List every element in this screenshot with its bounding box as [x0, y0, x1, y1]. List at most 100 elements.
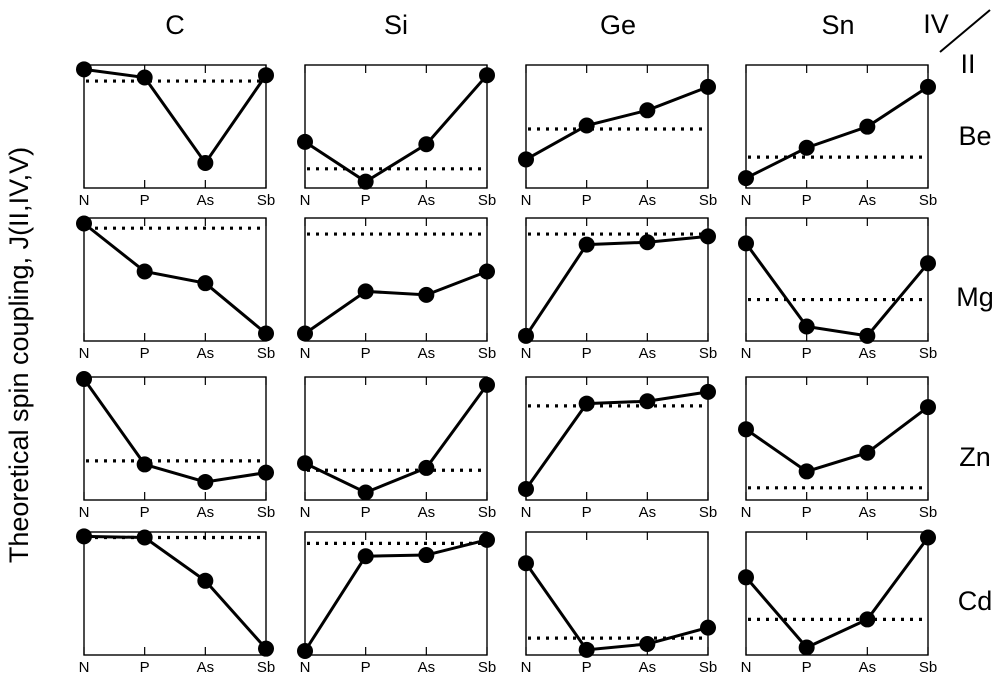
- x-tick-label: As: [639, 659, 657, 676]
- x-tick-label: Sb: [478, 192, 496, 209]
- panel-be-c: N P As Sb: [76, 61, 275, 209]
- x-tick-label: Sb: [919, 659, 937, 676]
- x-tick-label: P: [140, 345, 150, 362]
- row-label-cd: Cd: [958, 586, 993, 616]
- x-tick-label: P: [361, 345, 371, 362]
- data-point-sb: [920, 529, 936, 546]
- data-point-sb: [479, 376, 495, 393]
- panel-be-si: N P As Sb: [297, 64, 496, 209]
- panel-cd-c: N P As Sb: [76, 528, 275, 676]
- panel-frame: [304, 376, 488, 501]
- x-tick-label: N: [79, 192, 90, 209]
- x-tick-label: P: [802, 504, 812, 521]
- x-tick-label: Sb: [699, 504, 717, 521]
- x-tick-label: Sb: [699, 659, 717, 676]
- x-tick-label: P: [582, 345, 592, 362]
- data-point-p: [578, 236, 595, 253]
- panel-mg-ge: N P As Sb: [518, 217, 717, 362]
- data-point-n: [297, 643, 313, 659]
- series-line: [524, 562, 709, 652]
- data-point-as: [418, 547, 435, 564]
- x-tick-label: As: [197, 345, 215, 362]
- data-point-sb: [920, 78, 936, 95]
- x-tick-label: As: [197, 192, 215, 209]
- data-point-p: [578, 641, 595, 658]
- data-point-sb: [700, 228, 716, 245]
- panel-mg-sn: N P As Sb: [738, 217, 937, 362]
- x-tick-label: N: [300, 504, 311, 521]
- column-label-ge: Ge: [600, 10, 636, 40]
- x-tick-label: As: [197, 504, 215, 521]
- data-point-n: [297, 133, 313, 150]
- x-tick-label: N: [741, 192, 752, 209]
- x-tick-label: As: [859, 345, 877, 362]
- data-point-p: [798, 639, 815, 656]
- x-tick-label: N: [521, 504, 532, 521]
- series-line: [745, 405, 929, 474]
- x-tick-label: P: [582, 504, 592, 521]
- series-line: [83, 67, 268, 166]
- data-point-as: [418, 459, 435, 476]
- panel-frame: [745, 376, 929, 501]
- series-line: [525, 85, 709, 161]
- x-tick-label: As: [418, 192, 436, 209]
- data-point-n: [297, 455, 313, 472]
- data-point-n: [518, 555, 534, 572]
- series-line: [82, 378, 267, 484]
- x-tick-label: Sb: [699, 192, 717, 209]
- x-tick-label: P: [361, 659, 371, 676]
- data-point-as: [639, 393, 656, 410]
- data-point-sb: [479, 263, 495, 280]
- series-line: [304, 383, 489, 495]
- x-tick-label: N: [521, 192, 532, 209]
- data-point-n: [738, 235, 754, 252]
- x-tick-label: N: [79, 659, 90, 676]
- panel-frame: [745, 531, 929, 656]
- data-point-p: [136, 456, 153, 473]
- data-point-sb: [258, 67, 274, 84]
- panel-frame: [304, 217, 488, 342]
- x-tick-label: As: [639, 345, 657, 362]
- data-point-p: [798, 139, 815, 156]
- data-point-sb: [479, 531, 495, 548]
- data-point-n: [76, 371, 92, 387]
- x-tick-label: As: [418, 659, 436, 676]
- data-point-p: [357, 283, 374, 300]
- panel-frame: [525, 531, 709, 656]
- x-tick-label: Sb: [257, 659, 275, 676]
- data-point-n: [738, 569, 754, 586]
- x-tick-label: N: [521, 345, 532, 362]
- data-point-n: [518, 480, 534, 497]
- data-point-n: [518, 327, 534, 344]
- column-label-sn: Sn: [821, 10, 854, 40]
- x-tick-label: P: [361, 192, 371, 209]
- data-point-sb: [258, 325, 274, 342]
- data-point-p: [357, 548, 374, 565]
- panel-frame: [525, 217, 709, 342]
- row-label-zn: Zn: [959, 442, 991, 472]
- x-tick-label: As: [859, 504, 877, 521]
- corner-divider-line: [939, 9, 991, 53]
- x-tick-label: P: [140, 659, 150, 676]
- data-point-as: [197, 154, 214, 171]
- x-tick-label: N: [741, 504, 752, 521]
- data-point-sb: [920, 255, 936, 272]
- x-tick-label: N: [79, 504, 90, 521]
- panel-zn-ge: N P As Sb: [518, 376, 717, 521]
- data-point-as: [639, 635, 656, 652]
- panel-zn-si: N P As Sb: [297, 376, 496, 521]
- data-point-as: [859, 444, 876, 461]
- x-tick-label: Sb: [919, 504, 937, 521]
- series-line: [83, 534, 268, 650]
- x-tick-label: Sb: [257, 345, 275, 362]
- panel-cd-sn: N P As Sb: [738, 529, 937, 676]
- data-point-p: [798, 318, 815, 335]
- data-point-p: [136, 529, 153, 546]
- series-line: [304, 74, 489, 184]
- x-tick-label: Sb: [919, 192, 937, 209]
- x-tick-label: N: [741, 659, 752, 676]
- data-point-as: [418, 136, 435, 153]
- x-tick-label: Sb: [478, 659, 496, 676]
- series-line: [303, 538, 488, 652]
